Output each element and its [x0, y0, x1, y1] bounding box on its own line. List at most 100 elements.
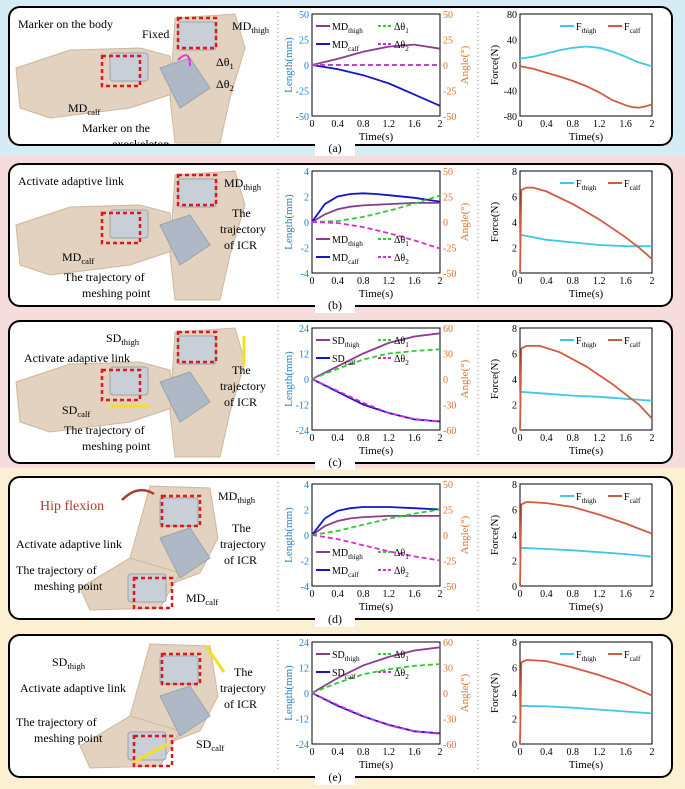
series-calf_line — [519, 658, 653, 745]
x-tick-label: 2 — [438, 747, 443, 758]
legend-label: Fcalf — [624, 492, 641, 505]
y-left-tick-label: 4 — [304, 167, 309, 178]
x-tick-label: 0 — [310, 119, 315, 130]
y-tick-label: 40 — [507, 36, 517, 47]
series-calf_line — [519, 65, 653, 109]
panel-svg: Marker on the body Fixed MDthigh Δθ1 Δθ2 MDca… — [15, 10, 655, 144]
y-left-tick-label: 0 — [304, 375, 309, 386]
annotation-icr: of ICR — [224, 395, 257, 409]
y-right-tick-label: 25 — [443, 36, 453, 47]
marker-box — [100, 211, 142, 245]
panel-caption: (c) — [315, 455, 355, 470]
exo-cuff — [177, 178, 217, 208]
x-tick-label: 0 — [310, 433, 315, 444]
panel-c: SDthigh Activate adaptive link SDcalf The tr… — [8, 320, 673, 464]
y-left-tick-label: 25 — [299, 36, 309, 47]
y-right-tick-label: 0 — [443, 218, 448, 229]
exo-cuff — [159, 497, 199, 527]
x-tick-label: 0.4 — [331, 433, 344, 444]
series-dtheta1 — [311, 663, 441, 694]
legend-label: Δθ2 — [394, 668, 409, 681]
annotation-icr: The — [232, 363, 251, 377]
y-right-tick-label: 25 — [443, 506, 453, 517]
y-tick-label: 0 — [512, 582, 517, 593]
force-chart-axes — [519, 483, 653, 587]
marker-box — [132, 576, 174, 610]
legend-label: SDcalf — [332, 668, 356, 681]
series-dtheta2 — [311, 221, 441, 250]
annotation-dtheta1: Δθ1 — [216, 55, 234, 71]
x-tick-label: 0.4 — [540, 276, 553, 287]
y-left-tick-label: 0 — [304, 218, 309, 229]
y-left-tick-label: 0 — [304, 61, 309, 72]
marker-box — [176, 16, 218, 50]
y-right-tick-label: -50 — [443, 582, 456, 593]
legend-label: MDthigh — [332, 22, 363, 35]
x-tick-label: 1.6 — [619, 276, 632, 287]
legend-label: Fcalf — [624, 650, 641, 663]
legend-label: Fthigh — [576, 492, 597, 505]
x-tick-label: 0.8 — [567, 119, 580, 130]
legend-label: Δθ2 — [394, 40, 409, 53]
legend-label: MDthigh — [332, 235, 363, 248]
y-right-tick-label: -30 — [443, 715, 456, 726]
length-chart-axes — [311, 483, 441, 587]
annotation-sd-thigh: SDthigh — [52, 655, 86, 671]
y-left-axis-label: Length(mm) — [283, 665, 295, 721]
y-left-tick-label: -12 — [296, 715, 309, 726]
x-tick-label: 0 — [310, 589, 315, 600]
y-right-tick-label: 30 — [443, 664, 453, 675]
x-tick-label: 1.2 — [383, 433, 396, 444]
y-left-tick-label: 24 — [299, 324, 309, 335]
y-tick-label: 2 — [512, 557, 517, 568]
exo-cuff — [177, 21, 217, 51]
y-tick-label: -40 — [504, 87, 517, 98]
panel-svg: SDthigh Activate adaptive link The trajecto… — [16, 638, 655, 772]
x-tick-label: 2 — [650, 276, 655, 287]
series-md_thigh — [311, 202, 440, 223]
y-tick-label: 2 — [512, 715, 517, 726]
series-md_calf — [311, 506, 441, 536]
y-tick-label: 8 — [512, 167, 517, 178]
x-tick-label: 2 — [438, 589, 443, 600]
x-tick-label: 1.2 — [383, 119, 396, 130]
legend-label: SDcalf — [332, 354, 356, 367]
x-tick-label: 1.2 — [593, 276, 606, 287]
x-axis-label: Time(s) — [569, 601, 604, 613]
annotation-sd-calf: SDcalf — [62, 403, 90, 419]
marker-box — [176, 173, 218, 207]
x-axis-label: Time(s) — [359, 131, 394, 143]
y-tick-label: 8 — [512, 324, 517, 335]
y-tick-label: 6 — [512, 664, 517, 675]
y-axis-label: Force(N) — [489, 202, 501, 243]
y-tick-label: 6 — [512, 350, 517, 361]
x-tick-label: 1.2 — [593, 747, 606, 758]
gear-link — [159, 527, 211, 579]
length-chart-axes — [311, 170, 441, 274]
y-left-tick-label: 0 — [304, 689, 309, 700]
y-right-tick-label: -60 — [443, 426, 456, 437]
marker-box — [176, 330, 218, 364]
series-dtheta2 — [311, 534, 441, 562]
x-tick-label: 0.8 — [357, 747, 370, 758]
panel-svg: Hip flexion MDthigh The trajectory of ICR Act… — [16, 480, 655, 614]
exo-cuff — [159, 655, 199, 685]
annotation-hip-flexion: Hip flexion — [40, 499, 104, 514]
legend-label: Fthigh — [576, 179, 597, 192]
annotation-sd-thigh: SDthigh — [106, 331, 140, 347]
x-tick-label: 0 — [518, 589, 523, 600]
y-left-tick-label: -2 — [301, 244, 309, 255]
y-left-tick-label: 12 — [299, 664, 309, 675]
x-tick-label: 0 — [310, 747, 315, 758]
x-tick-label: 0.4 — [331, 589, 344, 600]
x-tick-label: 1.6 — [619, 589, 632, 600]
y-tick-label: 4 — [512, 218, 517, 229]
x-tick-label: 1.6 — [619, 747, 632, 758]
marker-box — [160, 652, 202, 686]
series-md_calf — [311, 192, 441, 223]
marker-box — [160, 494, 202, 528]
exo-cuff — [127, 573, 167, 603]
x-tick-label: 1.2 — [593, 589, 606, 600]
x-tick-label: 0.8 — [567, 276, 580, 287]
y-axis-label: Force(N) — [489, 359, 501, 400]
